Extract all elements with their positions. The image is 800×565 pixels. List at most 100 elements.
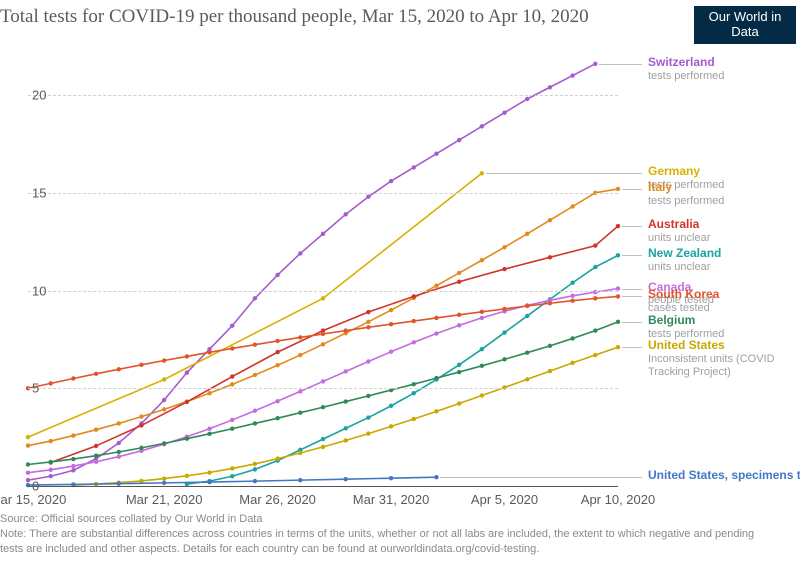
series-marker-newzealand [480, 347, 484, 351]
series-marker-switzerland [525, 97, 529, 101]
series-marker-australia [230, 374, 234, 378]
series-marker-newzealand [366, 415, 370, 419]
axis-baseline [28, 486, 618, 487]
series-marker-newzealand [253, 467, 257, 471]
legend-entry-italy: Italytests performed [648, 181, 788, 207]
series-marker-southkorea [94, 372, 98, 376]
owid-logo-text: Our World in Data [698, 10, 792, 40]
series-marker-italy [275, 363, 279, 367]
legend-name: Switzerland [648, 56, 788, 70]
series-marker-canada [343, 369, 347, 373]
series-marker-us_cdc [389, 476, 393, 480]
legend-leader [622, 322, 642, 323]
series-line-germany [28, 173, 482, 437]
x-tick-label: Mar 21, 2020 [126, 492, 203, 507]
legend-leader [622, 226, 642, 227]
legend-name: Germany [648, 165, 788, 179]
series-marker-belgium [71, 457, 75, 461]
legend-sub: units unclear [648, 232, 788, 245]
series-marker-australia [502, 267, 506, 271]
legend-sub: tests performed [648, 195, 788, 208]
series-marker-italy [548, 218, 552, 222]
legend-name: United States [648, 339, 788, 353]
series-marker-switzerland [26, 478, 30, 482]
series-marker-us_tp [298, 451, 302, 455]
series-marker-italy [525, 232, 529, 236]
series-marker-us_tp [412, 417, 416, 421]
series-marker-us_tp [207, 470, 211, 474]
series-marker-southkorea [457, 313, 461, 317]
legend-sub: tests performed [648, 70, 788, 83]
series-marker-us_cdc [253, 479, 257, 483]
series-marker-australia [412, 294, 416, 298]
series-marker-us_tp [525, 377, 529, 381]
series-marker-italy [434, 283, 438, 287]
series-marker-us_tp [162, 476, 166, 480]
series-marker-us_tp [321, 445, 325, 449]
series-marker-australia [139, 423, 143, 427]
series-marker-canada [207, 427, 211, 431]
series-marker-belgium [366, 394, 370, 398]
series-marker-switzerland [548, 85, 552, 89]
series-marker-germany [321, 296, 325, 300]
series-marker-australia [185, 400, 189, 404]
chart-footer: Source: Official sources collated by Our… [0, 512, 780, 557]
legend-leader [622, 289, 642, 290]
series-marker-belgium [548, 344, 552, 348]
series-marker-southkorea [117, 367, 121, 371]
legend-name: United States, specimens tested (CDC) [648, 469, 800, 483]
series-marker-switzerland [48, 474, 52, 478]
chart-container: Total tests for COVID-19 per thousand pe… [0, 0, 800, 565]
series-marker-switzerland [185, 370, 189, 374]
legend-entry-us_tp: United StatesInconsistent units (COVID T… [648, 339, 788, 378]
series-marker-canada [457, 323, 461, 327]
series-marker-newzealand [343, 426, 347, 430]
series-marker-belgium [457, 370, 461, 374]
legend-entry-us_cdc: United States, specimens tested (CDC) [648, 469, 800, 483]
series-marker-us_tp [570, 361, 574, 365]
series-marker-italy [298, 353, 302, 357]
series-marker-belgium [525, 351, 529, 355]
series-marker-belgium [26, 462, 30, 466]
series-marker-canada [434, 331, 438, 335]
series-marker-italy [71, 433, 75, 437]
y-tick-label: 20 [32, 88, 46, 103]
y-tick-label: 15 [32, 185, 46, 200]
series-marker-southkorea [570, 299, 574, 303]
series-marker-southkorea [48, 381, 52, 385]
series-marker-belgium [275, 416, 279, 420]
series-marker-belgium [207, 432, 211, 436]
legend-name: Belgium [648, 314, 788, 328]
series-marker-newzealand [457, 363, 461, 367]
series-marker-canada [117, 454, 121, 458]
series-marker-belgium [593, 328, 597, 332]
series-marker-us_tp [185, 474, 189, 478]
series-marker-italy [457, 271, 461, 275]
series-marker-us_tp [457, 401, 461, 405]
footer-source: Source: Official sources collated by Our… [0, 512, 780, 527]
series-marker-canada [253, 409, 257, 413]
series-marker-us_tp [480, 393, 484, 397]
legend-leader [599, 64, 642, 65]
series-marker-switzerland [434, 152, 438, 156]
series-marker-canada [71, 464, 75, 468]
series-marker-southkorea [525, 304, 529, 308]
series-marker-southkorea [480, 310, 484, 314]
series-marker-newzealand [321, 437, 325, 441]
series-marker-switzerland [570, 73, 574, 77]
series-marker-italy [26, 443, 30, 447]
series-marker-switzerland [389, 179, 393, 183]
series-marker-newzealand [502, 330, 506, 334]
series-marker-australia [616, 224, 620, 228]
series-marker-us_cdc [343, 477, 347, 481]
gridline [28, 291, 618, 292]
series-marker-southkorea [389, 322, 393, 326]
series-marker-canada [26, 471, 30, 475]
series-marker-italy [48, 439, 52, 443]
series-marker-us_tp [230, 466, 234, 470]
series-marker-australia [275, 350, 279, 354]
series-marker-southkorea [298, 335, 302, 339]
footer-note: Note: There are substantial differences … [0, 527, 780, 557]
series-marker-italy [321, 342, 325, 346]
series-marker-newzealand [412, 391, 416, 395]
